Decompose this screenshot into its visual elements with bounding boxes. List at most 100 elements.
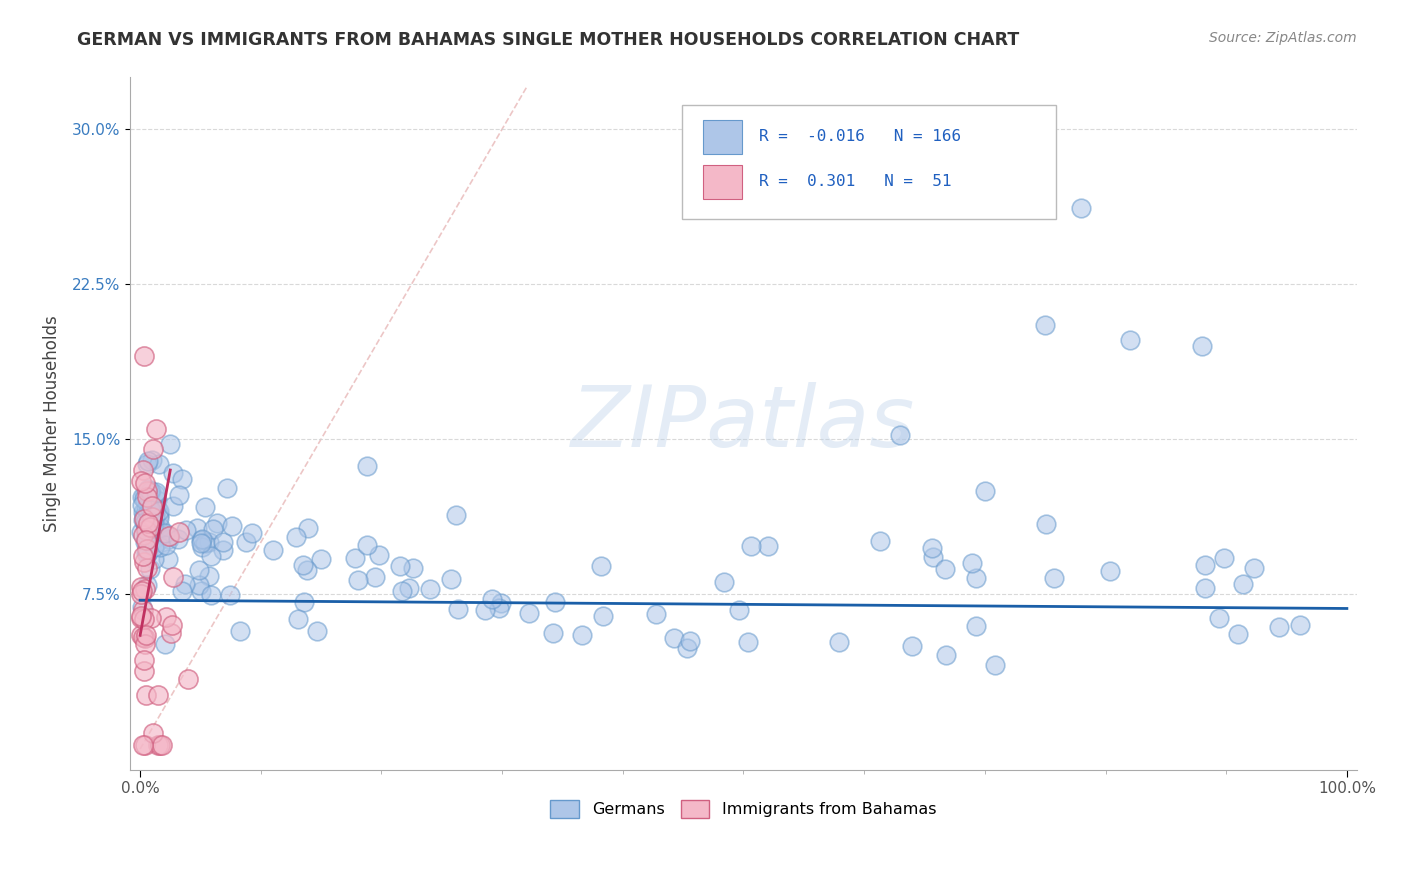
Point — [159, 437, 181, 451]
Point — [136, 542, 159, 557]
Point — [134, 516, 156, 530]
Point — [167, 525, 190, 540]
Point — [291, 558, 314, 572]
Point — [138, 454, 160, 468]
Point — [135, 561, 157, 575]
Point — [356, 458, 378, 473]
Point — [389, 558, 412, 573]
Point — [136, 516, 159, 530]
Point — [148, 508, 170, 522]
Point — [444, 508, 467, 522]
FancyBboxPatch shape — [682, 105, 1056, 219]
Point — [142, 442, 165, 457]
Point — [740, 539, 762, 553]
Point — [592, 608, 614, 623]
Point — [160, 618, 183, 632]
Point — [921, 541, 943, 556]
Point — [398, 581, 420, 595]
Point — [1033, 318, 1056, 333]
Y-axis label: Single Mother Households: Single Mother Households — [44, 315, 60, 532]
Point — [131, 580, 153, 594]
Point — [139, 505, 162, 519]
Point — [132, 549, 155, 563]
Point — [136, 545, 159, 559]
Point — [364, 570, 387, 584]
Point — [679, 634, 702, 648]
Point — [170, 473, 193, 487]
Point — [134, 515, 156, 529]
Point — [142, 552, 165, 566]
Text: ZIPatlas: ZIPatlas — [571, 382, 915, 465]
Point — [135, 533, 157, 548]
Point — [202, 522, 225, 536]
Point — [728, 602, 751, 616]
Point — [132, 490, 155, 504]
Point — [143, 509, 166, 524]
Point — [305, 624, 328, 639]
Point — [229, 624, 252, 639]
Point — [297, 521, 319, 535]
Point — [215, 481, 238, 495]
Point — [188, 578, 211, 592]
Point — [134, 582, 156, 596]
Point — [132, 527, 155, 541]
Point — [186, 521, 208, 535]
Point — [148, 688, 170, 702]
Point — [200, 549, 222, 563]
Point — [934, 562, 956, 576]
Point — [131, 609, 153, 624]
Point — [134, 665, 156, 679]
Point — [160, 626, 183, 640]
Text: GERMAN VS IMMIGRANTS FROM BAHAMAS SINGLE MOTHER HOUSEHOLDS CORRELATION CHART: GERMAN VS IMMIGRANTS FROM BAHAMAS SINGLE… — [77, 31, 1019, 49]
Point — [190, 536, 212, 550]
Point — [132, 738, 155, 752]
Point — [135, 502, 157, 516]
Point — [157, 529, 180, 543]
Point — [965, 619, 987, 633]
Point — [148, 519, 170, 533]
Point — [162, 499, 184, 513]
Point — [136, 505, 159, 519]
Point — [675, 641, 697, 656]
Point — [136, 497, 159, 511]
Point — [240, 525, 263, 540]
Point — [262, 543, 284, 558]
Point — [212, 543, 235, 558]
Point — [645, 607, 668, 621]
Point — [198, 568, 221, 582]
Point — [901, 640, 924, 654]
Point — [589, 559, 612, 574]
Point — [136, 483, 159, 497]
Point — [134, 350, 156, 364]
FancyBboxPatch shape — [703, 120, 742, 153]
Point — [292, 595, 315, 609]
Point — [131, 463, 153, 477]
Point — [191, 532, 214, 546]
Point — [139, 502, 162, 516]
Point — [134, 632, 156, 646]
Point — [132, 653, 155, 667]
Point — [190, 540, 212, 554]
Point — [132, 509, 155, 524]
Point — [934, 648, 956, 662]
Point — [134, 738, 156, 752]
Point — [188, 563, 211, 577]
Point — [142, 516, 165, 531]
Point — [368, 548, 391, 562]
Point — [136, 483, 159, 498]
Point — [447, 602, 470, 616]
Point — [756, 539, 779, 553]
Point — [190, 533, 212, 547]
Point — [132, 512, 155, 526]
Point — [973, 483, 995, 498]
Point — [132, 505, 155, 519]
Text: R =  -0.016   N = 166: R = -0.016 N = 166 — [759, 128, 962, 144]
Point — [172, 584, 194, 599]
Legend: Germans, Immigrants from Bahamas: Germans, Immigrants from Bahamas — [544, 794, 943, 824]
Point — [155, 609, 177, 624]
Point — [135, 517, 157, 532]
Point — [138, 562, 160, 576]
Point — [145, 535, 167, 549]
Point — [190, 584, 212, 599]
Point — [139, 484, 162, 499]
